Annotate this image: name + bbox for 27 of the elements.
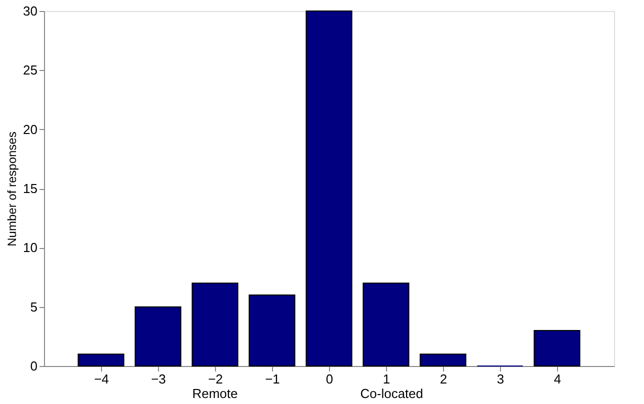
x-tick-label: 3 [496, 372, 504, 386]
y-axis-title: Number of responses [5, 132, 20, 246]
bar [420, 354, 466, 366]
bar [248, 294, 296, 366]
bar [306, 10, 352, 366]
bar [534, 330, 580, 366]
x-tick-label: −1 [265, 372, 280, 386]
x-tick-label: 0 [326, 372, 334, 386]
y-tick-label: 25 [23, 62, 38, 78]
y-tick-label: 15 [23, 181, 38, 196]
x-tick-label: 2 [440, 372, 448, 386]
x-tick-label: −3 [151, 372, 166, 386]
bar [134, 306, 182, 366]
text: Co-located [360, 386, 424, 401]
x-tick-label: 1 [382, 372, 390, 386]
y-tick-label: 0 [30, 358, 38, 374]
x-tick-label: −4 [94, 372, 109, 386]
x-tick-label: 4 [554, 372, 562, 386]
bar [362, 282, 410, 366]
x-tick-label: −2 [208, 372, 223, 386]
y-tick-label: 5 [30, 299, 38, 314]
bar [78, 354, 124, 366]
y-tick-label: 30 [23, 4, 38, 18]
y-tick-label: 10 [23, 240, 38, 256]
bar [192, 282, 238, 366]
text: Remote [192, 386, 238, 401]
y-tick-label: 20 [23, 122, 38, 137]
